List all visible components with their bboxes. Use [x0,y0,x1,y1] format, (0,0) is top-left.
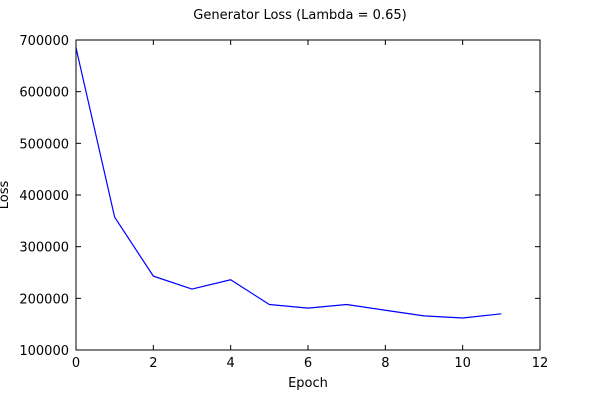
x-tick-label: 10 [454,356,471,371]
series-line-0 [75,47,502,319]
y-axis-title: Loss [0,181,12,210]
plot-area [75,47,502,319]
y-tick-label: 600000 [19,86,69,101]
x-tick-label: 4 [227,356,235,371]
y-tick-label: 300000 [19,241,69,256]
x-tick-label: 2 [149,356,157,371]
chart-title: Generator Loss (Lambda = 0.65) [193,8,406,23]
x-tick-label: 0 [72,356,80,371]
x-axis: 0 2 4 6 8 10 12 [72,40,548,371]
plot-frame [75,39,541,351]
x-tick-label: 8 [381,356,389,371]
y-tick-label: 400000 [19,189,69,204]
y-tick-label: 700000 [19,34,69,49]
y-tick-label: 200000 [19,292,69,307]
y-axis: 100000 200000 300000 400000 500000 600000 7000… [19,34,540,359]
x-tick-label: 6 [304,356,312,371]
y-tick-label: 500000 [19,137,69,152]
x-tick-label: 12 [532,356,549,371]
x-axis-title: Epoch [288,376,328,391]
y-tick-label: 100000 [19,344,69,359]
